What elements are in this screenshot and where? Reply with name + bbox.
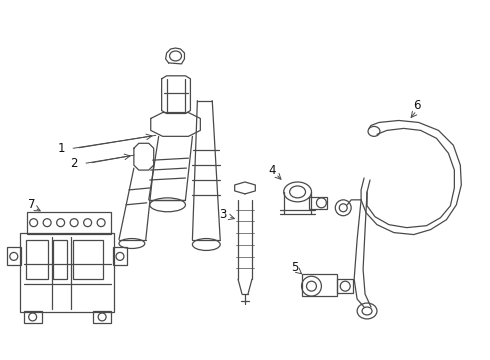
Bar	[26, 212, 111, 234]
Bar	[301, 274, 337, 296]
Text: 1: 1	[58, 142, 65, 155]
Text: 5: 5	[291, 261, 298, 274]
Bar	[24, 311, 42, 323]
Bar	[20, 233, 114, 312]
Bar	[7, 247, 21, 265]
Bar	[93, 311, 111, 323]
Bar	[53, 239, 68, 279]
Bar	[25, 239, 48, 279]
Bar	[113, 247, 127, 265]
Text: 2: 2	[71, 157, 78, 170]
Text: 6: 6	[413, 99, 420, 112]
Bar	[337, 279, 353, 293]
Text: 4: 4	[268, 163, 275, 176]
Text: 7: 7	[28, 198, 35, 211]
Text: 3: 3	[220, 208, 227, 221]
Bar	[74, 239, 103, 279]
Bar	[310, 197, 327, 209]
